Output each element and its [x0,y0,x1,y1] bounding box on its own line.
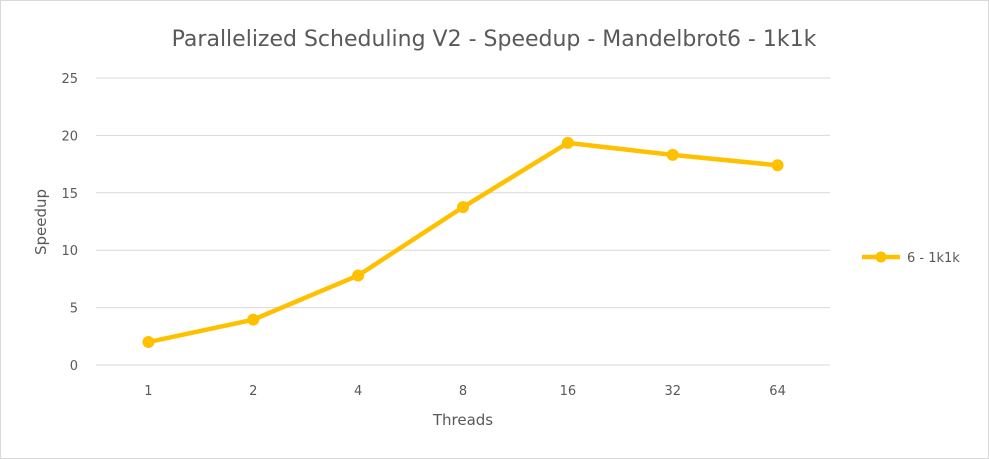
x-tick-label: 1 [144,384,152,399]
y-axis-ticks: 0 5 10 15 20 25 [61,72,78,374]
series-line [146,140,780,345]
data-point [771,159,784,172]
y-tick-label: 20 [61,129,78,144]
data-point [561,136,574,149]
series-group [142,136,784,349]
y-tick-label: 15 [61,187,78,202]
x-tick-label: 2 [249,384,257,399]
data-point [142,336,155,349]
y-tick-label: 5 [70,302,78,317]
legend-entry-label: 6 - 1k1k [907,251,960,266]
data-point [247,313,260,326]
legend-point-marker [875,251,887,263]
x-tick-label: 4 [354,384,362,399]
y-axis-title: Speedup [32,189,50,255]
legend: 6 - 1k1k [862,251,960,266]
x-tick-label: 16 [560,384,577,399]
data-point [666,148,679,161]
x-tick-label: 32 [664,384,681,399]
x-tick-label: 64 [769,384,786,399]
data-point [457,201,469,214]
x-axis-ticks: 1 2 4 8 16 32 64 [144,384,786,399]
gridlines [96,77,830,309]
x-axis-title: Threads [432,411,493,429]
y-tick-label: 25 [61,72,78,87]
y-tick-label: 0 [70,359,78,374]
x-tick-label: 8 [459,384,467,399]
chart-title: Parallelized Scheduling V2 - Speedup - M… [172,27,817,52]
data-point [352,269,365,282]
y-tick-label: 10 [61,244,78,259]
